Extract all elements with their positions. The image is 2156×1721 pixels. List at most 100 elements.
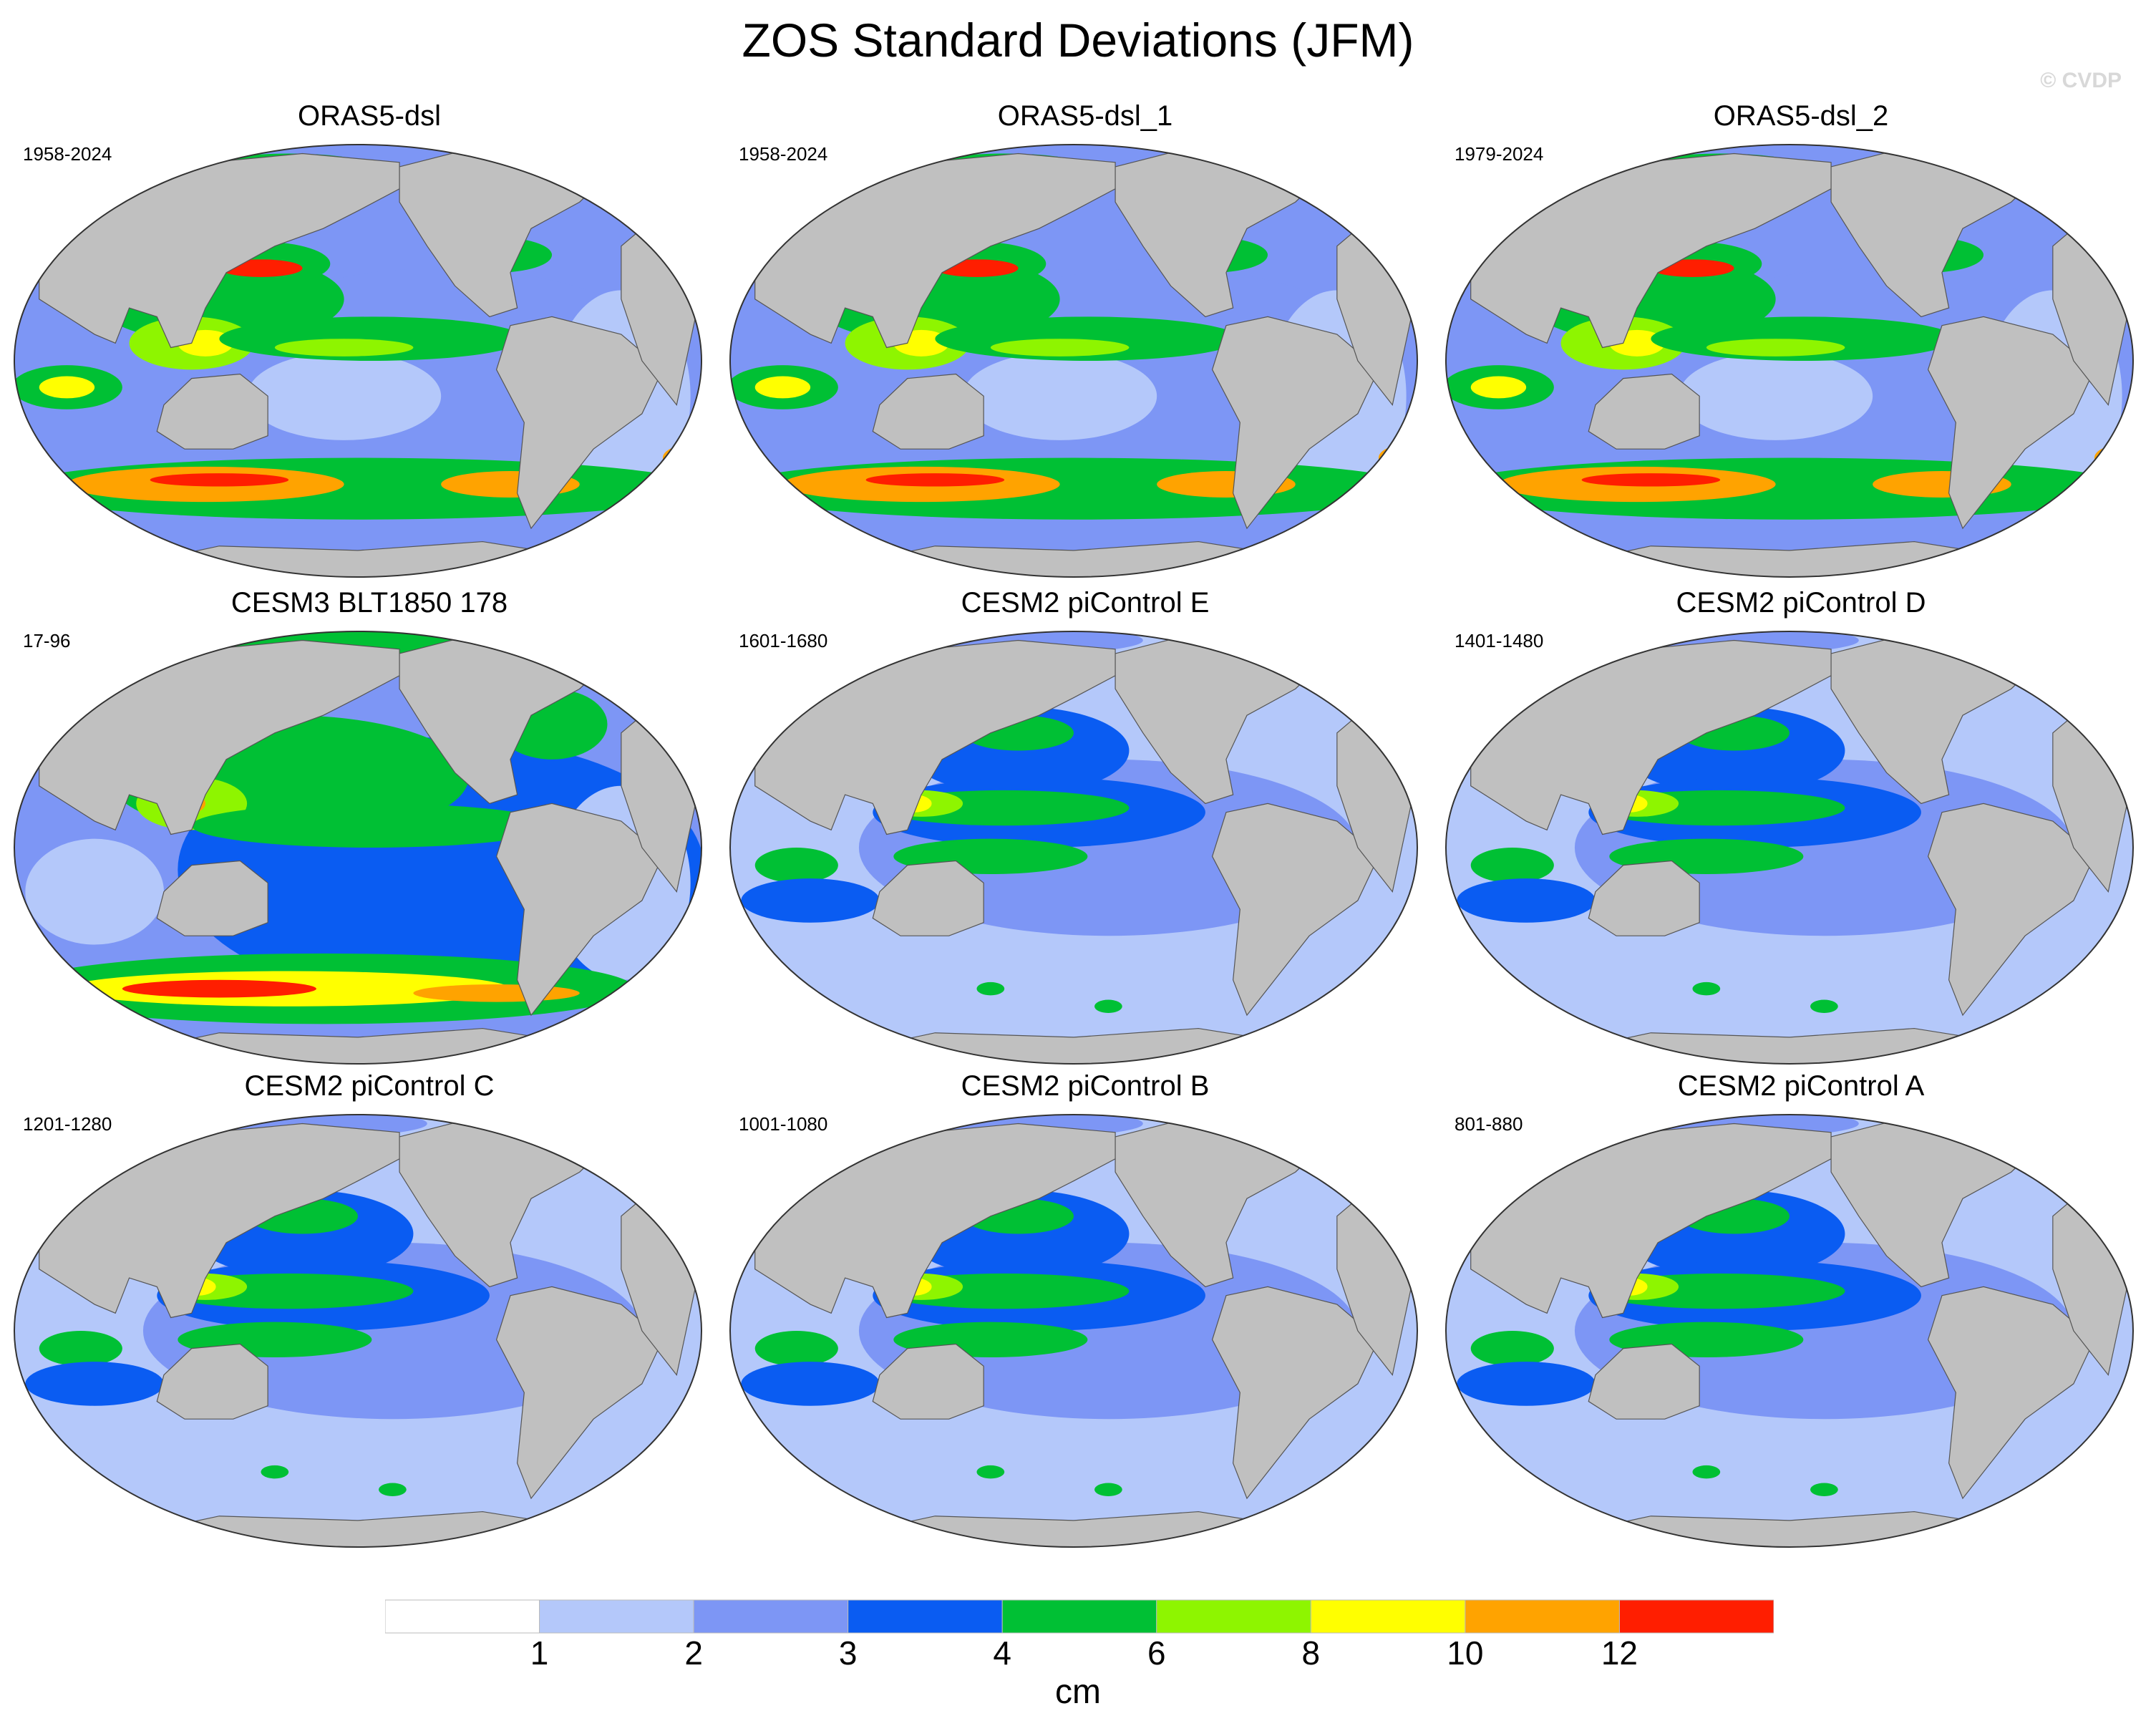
australia-land (1588, 860, 1700, 936)
panel-title: ORAS5-dsl (297, 100, 442, 132)
greenland-land (593, 1118, 671, 1182)
std-dev-field (1470, 376, 1527, 399)
map-border (1445, 1114, 2134, 1548)
colorbar-tick-label: 10 (1447, 1634, 1484, 1672)
greenland-land (593, 635, 671, 699)
std-dev-field (976, 1465, 1005, 1479)
map-panel: CESM2 piControl C 1201-1280 (11, 1070, 727, 1557)
std-dev-field (261, 1465, 289, 1479)
asia-land (1470, 639, 1832, 835)
panel-years: 1401-1480 (1455, 630, 1544, 651)
south-america-land (1211, 1286, 1379, 1500)
south-america-land (1211, 316, 1379, 530)
panel-years: 17-96 (23, 630, 71, 651)
asia-land (754, 639, 1116, 835)
std-dev-field (191, 803, 553, 848)
std-dev-field (274, 339, 414, 357)
colorbar-unit: cm (1055, 1673, 1101, 1711)
robinson-map (14, 1114, 702, 1548)
map-panel: CESM2 piControl A 801-880 (1443, 1070, 2156, 1557)
std-dev-field (1581, 473, 1721, 487)
std-dev-field (1692, 1465, 1721, 1479)
std-dev-field (1094, 999, 1122, 1013)
std-dev-field (1470, 1331, 1554, 1367)
asia-land (754, 1123, 1116, 1319)
australia-land (1588, 373, 1700, 450)
panel-years: 1979-2024 (1455, 143, 1544, 165)
std-dev-field (1810, 1483, 1838, 1496)
std-dev-field (413, 984, 580, 1002)
robinson-map (1445, 1114, 2134, 1548)
colorbar-tick-label: 2 (684, 1634, 703, 1672)
south-america-land (1927, 1286, 2095, 1500)
greenland-land (593, 148, 671, 212)
std-dev-field (754, 376, 811, 399)
colorbar-swatch (385, 1599, 540, 1634)
robinson-map (729, 631, 1418, 1065)
asia-land (39, 1123, 400, 1319)
std-dev-field (39, 376, 95, 399)
robinson-map (1445, 144, 2134, 578)
south-america-land (495, 316, 664, 530)
australia-land (156, 1343, 268, 1420)
asia-land (754, 152, 1116, 349)
panel-years: 1601-1680 (739, 630, 828, 651)
std-dev-field (379, 1483, 407, 1496)
map-border (729, 631, 1418, 1065)
std-dev-field (1692, 981, 1721, 996)
colorbar-swatch (693, 1599, 849, 1634)
colorbar-swatch (1465, 1599, 1620, 1634)
colorbar-swatch (1001, 1599, 1157, 1634)
std-dev-field (741, 1362, 880, 1406)
colorbar-swatch (1310, 1599, 1466, 1634)
asia-land (1470, 152, 1832, 349)
south-america-land (1927, 803, 2095, 1017)
asia-land (1470, 1123, 1832, 1319)
robinson-map (1445, 631, 2134, 1065)
asia-land (39, 639, 400, 835)
std-dev-field (25, 838, 164, 945)
panel-years: 1201-1280 (23, 1113, 112, 1135)
panel-title: ORAS5-dsl_2 (1713, 100, 1889, 132)
colorbar-swatch (539, 1599, 694, 1634)
std-dev-field (976, 981, 1005, 996)
map-panel: CESM3 BLT1850 178 17-96 (11, 587, 727, 1074)
colorbar-tick-label: 1 (530, 1634, 549, 1672)
greenland-land (2024, 635, 2102, 699)
std-dev-field (1457, 1362, 1596, 1406)
greenland-land (1308, 635, 1387, 699)
std-dev-field (865, 473, 1005, 487)
asia-land (39, 152, 400, 349)
greenland-land (1308, 1118, 1387, 1182)
south-america-land (495, 1286, 664, 1500)
colorbar-swatch (1156, 1599, 1311, 1634)
map-panel: ORAS5-dsl_1 1958-2024 (727, 100, 1443, 587)
map-panel: CESM2 piControl B 1001-1080 (727, 1070, 1443, 1557)
std-dev-field (741, 878, 880, 923)
panel-title: CESM2 piControl D (1676, 587, 1926, 619)
map-border (1445, 144, 2134, 578)
std-dev-field (247, 352, 442, 440)
australia-land (156, 373, 268, 450)
panel-title: CESM2 piControl A (1677, 1070, 1925, 1102)
south-america-land (1927, 316, 2095, 530)
map-border (14, 631, 702, 1065)
robinson-map (14, 631, 702, 1065)
map-border (14, 1114, 702, 1548)
std-dev-field (963, 352, 1157, 440)
std-dev-field (1706, 339, 1845, 357)
panel-title: ORAS5-dsl_1 (997, 100, 1173, 132)
panel-title: CESM3 BLT1850 178 (230, 587, 508, 619)
south-america-land (495, 803, 664, 1017)
colorbar-tick-label: 8 (1301, 1634, 1321, 1672)
std-dev-field (1810, 999, 1838, 1013)
std-dev-field (1094, 1483, 1122, 1496)
colorbar-tick-label: 12 (1601, 1634, 1638, 1672)
map-border (1445, 631, 2134, 1065)
colorbar-tick-label: 4 (993, 1634, 1012, 1672)
panel-title: CESM2 piControl E (961, 587, 1210, 619)
std-dev-field (754, 1331, 838, 1367)
greenland-land (1308, 148, 1387, 212)
colorbar (385, 1599, 1774, 1634)
std-dev-field (39, 1331, 122, 1367)
